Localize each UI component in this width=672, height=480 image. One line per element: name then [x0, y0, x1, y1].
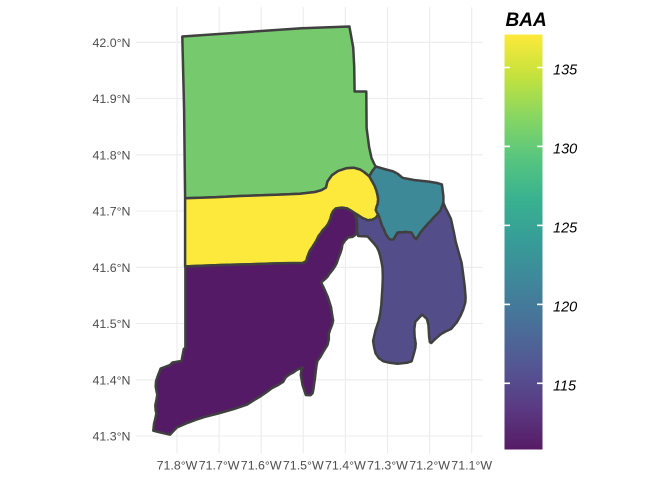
- svg-text:41.4°N: 41.4°N: [92, 373, 130, 387]
- svg-text:41.8°N: 41.8°N: [92, 148, 130, 162]
- svg-text:41.5°N: 41.5°N: [92, 317, 130, 331]
- svg-text:71.3°W: 71.3°W: [367, 459, 408, 473]
- svg-text:41.9°N: 41.9°N: [92, 92, 130, 106]
- svg-text:71.4°W: 71.4°W: [325, 459, 366, 473]
- svg-text:125: 125: [553, 220, 578, 236]
- svg-text:71.2°W: 71.2°W: [409, 459, 450, 473]
- svg-text:130: 130: [553, 141, 577, 157]
- svg-text:71.1°W: 71.1°W: [451, 459, 492, 473]
- svg-text:41.6°N: 41.6°N: [92, 261, 130, 275]
- svg-text:41.3°N: 41.3°N: [92, 430, 130, 444]
- svg-text:135: 135: [553, 63, 578, 79]
- svg-text:41.7°N: 41.7°N: [92, 205, 130, 219]
- svg-text:42.0°N: 42.0°N: [92, 36, 130, 50]
- svg-text:BAA: BAA: [506, 10, 547, 31]
- svg-text:115: 115: [553, 378, 577, 394]
- svg-text:71.8°W: 71.8°W: [157, 459, 198, 473]
- svg-text:120: 120: [553, 299, 577, 315]
- svg-text:71.5°W: 71.5°W: [283, 459, 324, 473]
- svg-text:71.7°W: 71.7°W: [199, 459, 240, 473]
- svg-text:71.6°W: 71.6°W: [241, 459, 282, 473]
